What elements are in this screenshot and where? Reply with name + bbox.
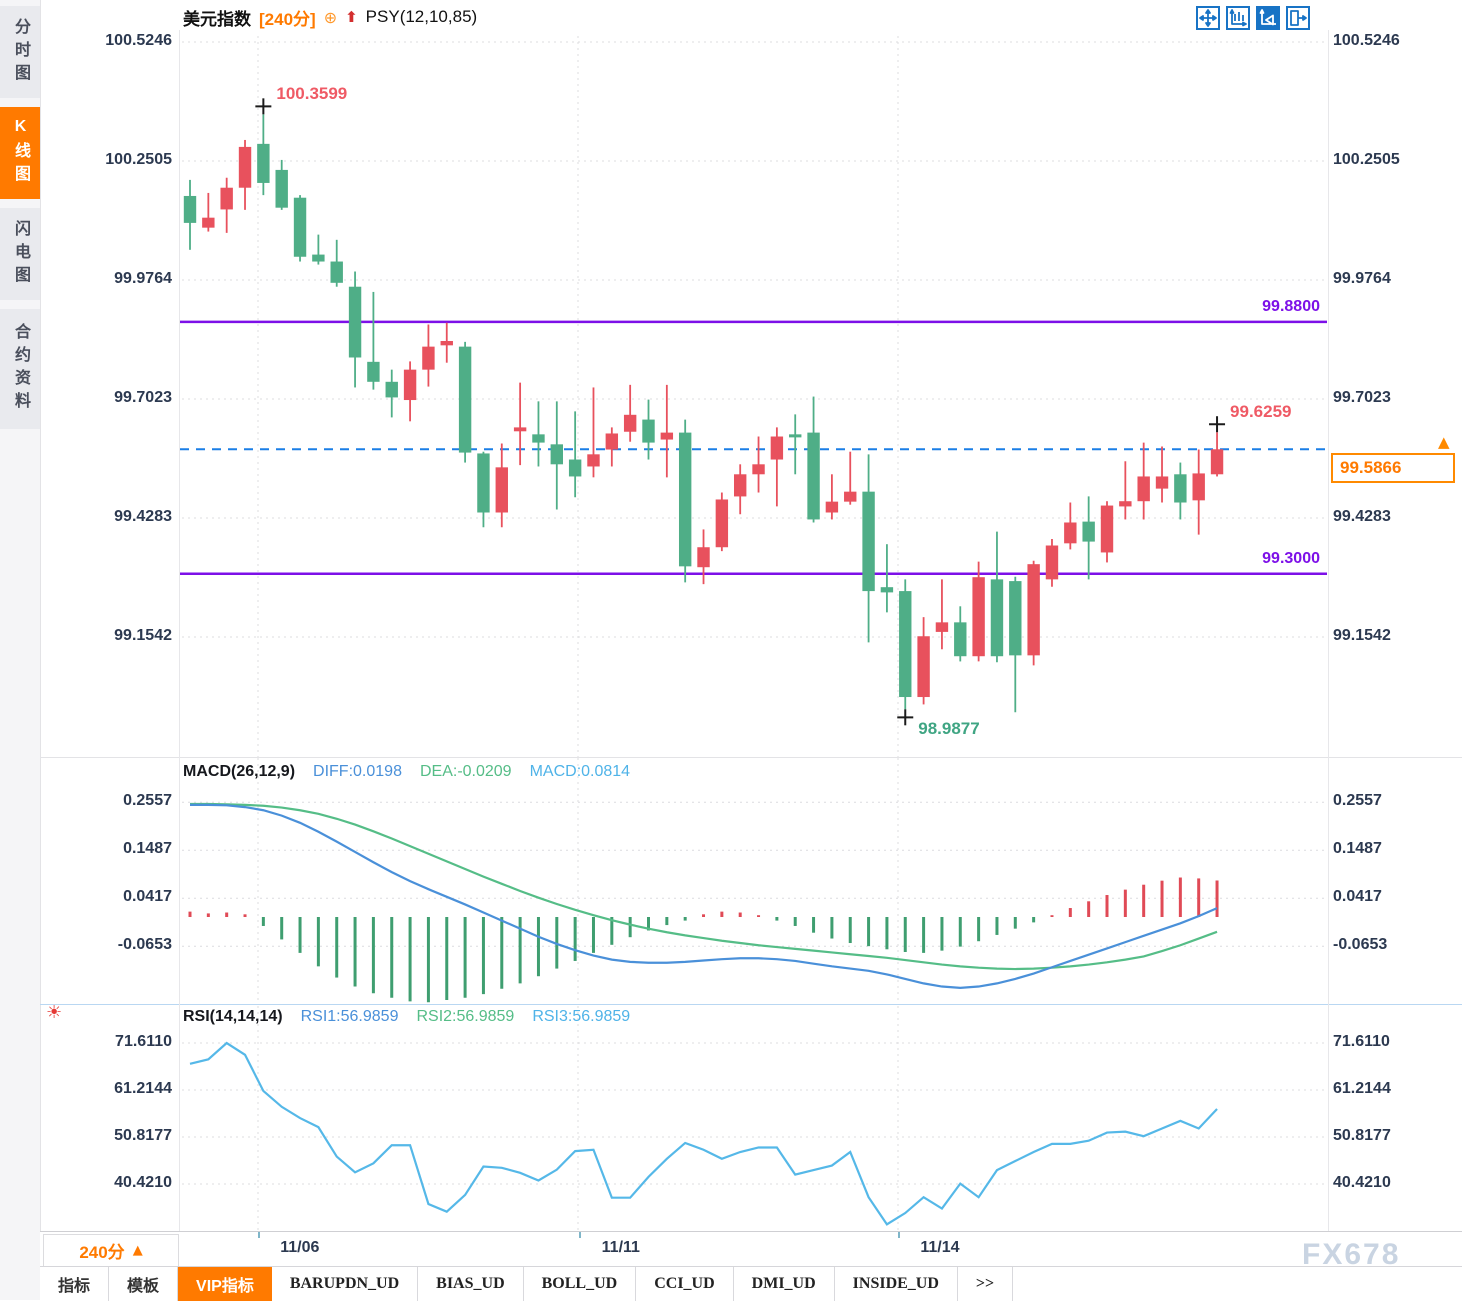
left-sidebar: 分时图 K线图闪电图合约资料	[0, 0, 41, 1300]
date-tick-11/06	[257, 1232, 260, 1238]
rsi-axis-label-left: 71.6110	[115, 1033, 172, 1050]
date-tick-11/11	[578, 1232, 581, 1238]
macd-axis-label-right: -0.0653	[1333, 936, 1388, 954]
macd-axis-label-left: 0.1487	[123, 840, 172, 858]
indicator-tab-bar: 指标 模板 VIP指标 BARUPDN_UD BIAS_UD BOLL_UD CCI_UD D…	[40, 1266, 1462, 1301]
price-axis-label-right: 100.2505	[1333, 151, 1400, 168]
main-chart-canvas[interactable]	[180, 30, 1327, 757]
candlestick-plot	[180, 36, 1327, 757]
bottom-tab-[interactable]: 模板	[109, 1267, 179, 1301]
price-axis-label-right: 100.5246	[1333, 32, 1400, 49]
period-selector-arrow-icon: ▲	[132, 1243, 143, 1258]
hline-label-99.3000: 99.3000	[1262, 549, 1320, 567]
price-axis-label-right: 99.4283	[1333, 508, 1391, 525]
rsi-axis-label-left: 50.8177	[114, 1127, 172, 1144]
macd-diff-value: DIFF:0.0198	[313, 763, 402, 780]
bottom-tab-[interactable]: 指标	[40, 1267, 110, 1301]
annotation-98.9877: 98.9877	[918, 719, 980, 739]
bottom-tab-bias_ud[interactable]: BIAS_UD	[418, 1267, 524, 1301]
macd-axis-label-right: 0.2557	[1333, 792, 1382, 810]
macd-axis-label-left: -0.0653	[117, 936, 172, 954]
axis-candle-tool-icon[interactable]	[1226, 6, 1250, 30]
macd-axis-label-left: 0.2557	[123, 792, 172, 810]
price-axis-label-left: 100.5246	[105, 32, 172, 49]
x-axis-strip: 11/06 11/11 11/14	[40, 1232, 1462, 1266]
panel-divider-3	[40, 1231, 1462, 1232]
watermark: FX678	[1302, 1238, 1401, 1271]
bottom-tab-vip[interactable]: VIP指标	[178, 1267, 272, 1301]
crosshair-tool-icon[interactable]	[1196, 6, 1220, 30]
left-axis-border	[179, 30, 180, 1231]
macd-chart-canvas[interactable]	[180, 758, 1327, 1004]
sidebar-tab-3[interactable]: 闪电图	[0, 208, 40, 300]
page-title: 美元指数	[183, 9, 251, 29]
macd-name: MACD(26,12,9)	[183, 763, 296, 780]
panel-divider-1	[40, 757, 1462, 758]
rsi-axis-label-left: 61.2144	[114, 1080, 172, 1097]
date-label-11/14: 11/14	[920, 1239, 960, 1256]
overlay-indicator-label: PSY(12,10,85)	[365, 7, 478, 26]
date-tick-11/14	[897, 1232, 900, 1238]
rsi3-value: RSI3:56.9859	[532, 1008, 631, 1025]
period-selector-label: 240分	[79, 1243, 125, 1262]
price-axis-label-left: 99.1542	[114, 627, 172, 645]
axis-play-tool-icon[interactable]	[1256, 6, 1280, 30]
macd-title-row: MACD(26,12,9) DIFF:0.0198 DEA:-0.0209 MA…	[183, 763, 630, 781]
sidebar-tab-2[interactable]: K线图	[0, 107, 40, 199]
price-axis-label-left: 99.9764	[114, 270, 172, 288]
panel-divider-2	[40, 1004, 1462, 1005]
period-selector[interactable]: 240分 ▲	[43, 1234, 179, 1267]
bottom-tab-dmi_ud[interactable]: DMI_UD	[734, 1267, 835, 1301]
price-axis-label-right: 99.1542	[1333, 627, 1391, 645]
price-axis-label-left: 99.7023	[114, 389, 172, 407]
macd-value: MACD:0.0814	[529, 763, 631, 780]
bottom-tab-inside_ud[interactable]: INSIDE_UD	[835, 1267, 958, 1301]
macd-dea-value: DEA:-0.0209	[419, 763, 512, 780]
macd-axis-label-right: 0.1487	[1333, 840, 1382, 858]
rsi-axis-label-right: 71.6110	[1333, 1033, 1390, 1050]
bottom-tab-barupdn_ud[interactable]: BARUPDN_UD	[272, 1267, 419, 1301]
export-right-tool-icon[interactable]	[1286, 6, 1310, 30]
sidebar-tab-4[interactable]: 合约资料	[0, 309, 40, 429]
rsi2-value: RSI2:56.9859	[416, 1008, 515, 1025]
rsi-axis-label-right: 50.8177	[1333, 1127, 1391, 1144]
price-axis-label-left: 99.4283	[114, 508, 172, 525]
price-axis-label-right: 99.9764	[1333, 270, 1391, 288]
rsi-plot	[182, 1006, 1327, 1231]
rsi-settings-sun-icon[interactable]: ☀	[46, 1002, 63, 1023]
rsi-axis-label-right: 61.2144	[1333, 1080, 1391, 1097]
chart-toolbar	[1196, 6, 1310, 30]
sidebar-tab-1[interactable]: 分时图	[0, 6, 40, 98]
export-right-tool-glyph	[1290, 10, 1307, 26]
axis-play-tool-glyph	[1259, 9, 1276, 26]
macd-axis-label-right: 0.0417	[1333, 888, 1382, 906]
right-axis-border	[1328, 30, 1329, 1231]
date-label-11/06: 11/06	[280, 1239, 320, 1256]
annotation-99.6259: 99.6259	[1230, 402, 1292, 422]
rsi-title-row: RSI(14,14,14) RSI1:56.9859 RSI2:56.9859 …	[183, 1008, 630, 1026]
date-label-11/11: 11/11	[601, 1239, 640, 1256]
rsi-name: RSI(14,14,14)	[183, 1008, 283, 1025]
period-label: [240分]	[259, 9, 316, 29]
price-axis-label-right: 99.7023	[1333, 389, 1391, 407]
current-price-tag: 99.5866	[1331, 453, 1455, 484]
macd-plot	[182, 758, 1327, 1004]
add-indicator-icon[interactable]: ⊕	[323, 7, 338, 27]
bottom-tab->>[interactable]: >>	[958, 1267, 1014, 1301]
current-price-arrow-icon: ▲	[1438, 433, 1450, 452]
rsi-axis-label-left: 40.4210	[114, 1174, 172, 1191]
axis-candle-tool-glyph	[1229, 9, 1247, 27]
crosshair-tool-glyph	[1199, 9, 1217, 27]
bottom-tab-cci_ud[interactable]: CCI_UD	[636, 1267, 734, 1301]
price-axis-label-left: 100.2505	[105, 151, 172, 168]
macd-axis-label-left: 0.0417	[123, 888, 172, 906]
bottom-tab-boll_ud[interactable]: BOLL_UD	[524, 1267, 637, 1301]
rsi-chart-canvas[interactable]	[180, 1006, 1327, 1231]
indicator-up-arrow-icon: ⬆	[345, 8, 358, 26]
hline-label-99.8800: 99.8800	[1262, 297, 1320, 315]
rsi-axis-label-right: 40.4210	[1333, 1174, 1391, 1191]
rsi1-value: RSI1:56.9859	[300, 1008, 399, 1025]
annotation-100.3599: 100.3599	[276, 84, 348, 104]
chart-header: 美元指数 [240分] ⊕ ⬆ PSY(12,10,85)	[183, 4, 477, 30]
